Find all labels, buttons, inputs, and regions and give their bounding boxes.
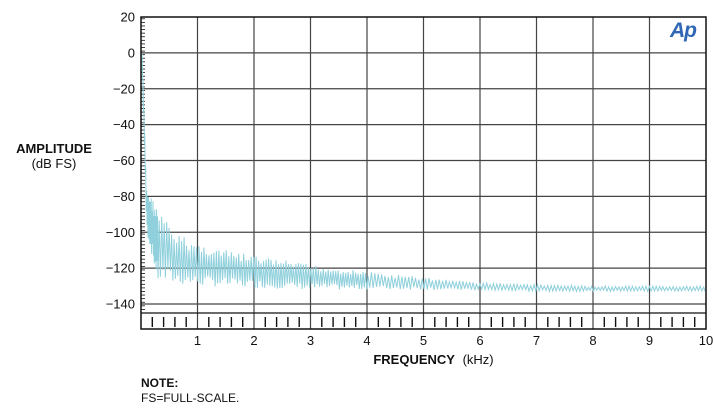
- x-tick-label: 9: [646, 333, 653, 348]
- y-tick-label: −120: [106, 261, 135, 276]
- x-axis-title: FREQUENCY (kHz): [373, 352, 493, 367]
- y-tick-label: −60: [113, 153, 135, 168]
- x-tick-label: 6: [476, 333, 483, 348]
- x-axis-title-unit: (kHz): [463, 352, 494, 367]
- grid: [141, 17, 706, 329]
- series-line: [141, 53, 706, 294]
- y-axis-title: AMPLITUDE: [16, 141, 92, 156]
- y-tick-label: −20: [113, 81, 135, 96]
- note-text: FS=FULL-SCALE.: [141, 391, 240, 405]
- y-tick-label: 20: [121, 10, 135, 25]
- y-tick-label: 0: [128, 45, 135, 60]
- x-tick-label: 10: [699, 333, 713, 348]
- y-axis-unit: (dB FS): [31, 156, 77, 171]
- y-tick-label: −40: [113, 117, 135, 132]
- x-tick-label: 8: [589, 333, 596, 348]
- x-tick-labels: 1 2 3 4 5 6 7 8 9 10: [194, 333, 713, 348]
- y-tick-label: −100: [106, 225, 135, 240]
- y-tick-label: −80: [113, 189, 135, 204]
- y-tick-labels: 20 0 −20 −40 −60 −80 −100 −120 −140: [106, 10, 135, 312]
- minor-tick-strip: [141, 312, 706, 327]
- x-tick-label: 3: [307, 333, 314, 348]
- ap-logo: Ap: [670, 19, 697, 42]
- x-axis-title-main: FREQUENCY: [373, 352, 455, 367]
- x-tick-label: 5: [420, 333, 427, 348]
- plot-frame: [140, 16, 707, 330]
- y-tick-label: −140: [106, 297, 135, 312]
- note-title: NOTE:: [141, 376, 179, 390]
- x-tick-label: 2: [250, 333, 257, 348]
- x-tick-label: 4: [363, 333, 370, 348]
- series-layer: [141, 53, 706, 294]
- x-tick-label: 7: [533, 333, 540, 348]
- x-tick-label: 1: [194, 333, 201, 348]
